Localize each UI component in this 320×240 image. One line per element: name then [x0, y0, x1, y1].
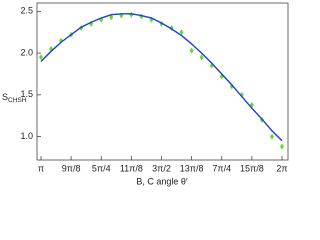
- y-tick-label: 1.5: [20, 89, 33, 99]
- y-label-main: S: [2, 92, 8, 102]
- plot-frame: [36, 2, 289, 161]
- data-point: [189, 47, 194, 54]
- data-point: [179, 29, 184, 36]
- x-tick-label: 3π/2: [152, 163, 171, 173]
- y-tick-label: 2.0: [20, 47, 33, 57]
- x-tick-label: π: [38, 163, 44, 173]
- x-tick-label: 7π/4: [212, 163, 231, 173]
- x-tick-label: 5π/4: [92, 163, 111, 173]
- chart: SCHSH B, C angle θ′ 1.0 1.5 2.0 2.5 π 9π/8 5π/…: [2, 2, 289, 186]
- data-point: [38, 54, 43, 61]
- y-tick-label: 1.0: [20, 131, 33, 141]
- x-tick-label: 11π/8: [120, 163, 143, 173]
- y-tick-label: 2.5: [20, 6, 33, 16]
- data-point: [280, 143, 285, 150]
- x-tick-label: 2π: [276, 163, 287, 173]
- data-point: [199, 54, 204, 61]
- x-axis-label: B, C angle θ′: [136, 176, 188, 186]
- y-label-sub: CHSH: [8, 97, 27, 104]
- x-tick-label: 13π/8: [180, 163, 204, 173]
- x-tick-label: 15π/8: [240, 163, 264, 173]
- x-tick-label: 9π/8: [62, 163, 81, 173]
- fit-curve: [40, 13, 283, 142]
- y-axis-label: SCHSH: [2, 92, 27, 103]
- data-point: [269, 133, 274, 140]
